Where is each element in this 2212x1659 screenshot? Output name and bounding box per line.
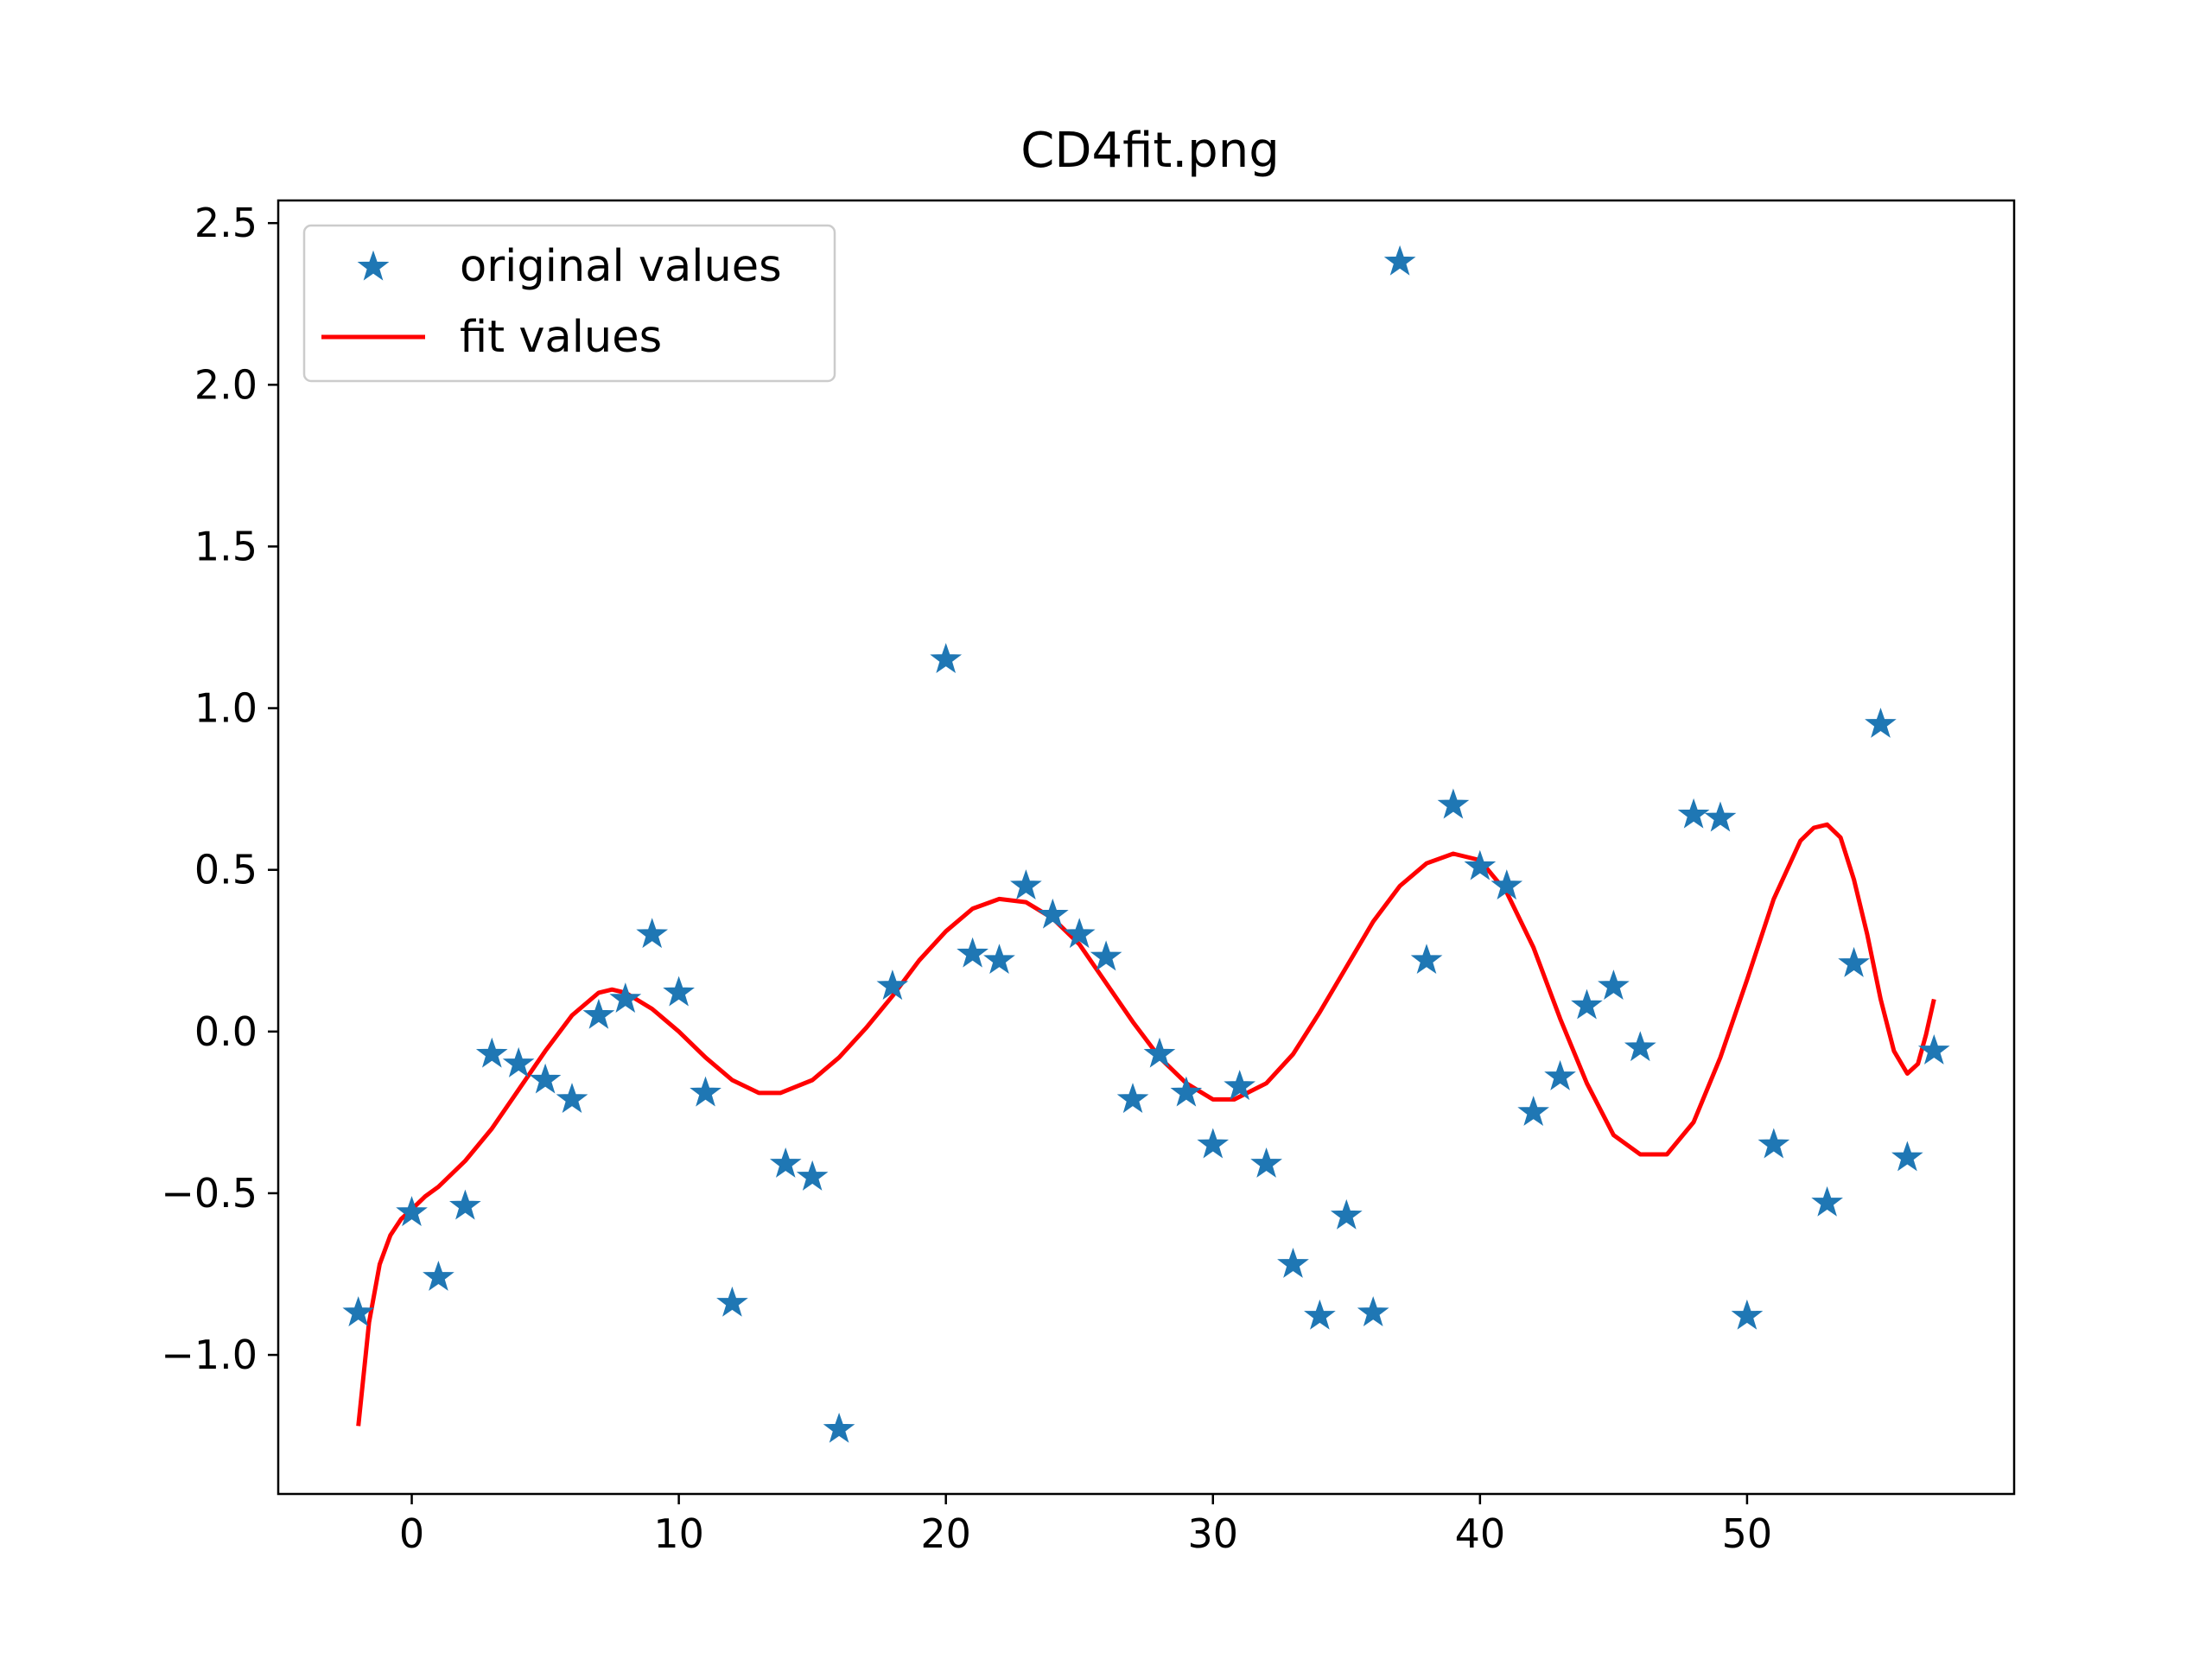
- data-point-star: [1491, 869, 1523, 900]
- data-point-star: [1090, 940, 1122, 971]
- x-tick-label: 10: [653, 1510, 704, 1557]
- data-point-star: [449, 1189, 481, 1220]
- data-point-star: [1410, 944, 1443, 975]
- data-point-star: [1277, 1248, 1309, 1278]
- data-point-star: [1811, 1185, 1843, 1217]
- data-point-star: [1010, 869, 1042, 900]
- data-point-star: [1544, 1059, 1576, 1090]
- data-point-star: [1063, 918, 1096, 949]
- data-point-star: [716, 1286, 748, 1317]
- data-point-star: [1437, 788, 1470, 819]
- data-point-star: [957, 937, 988, 968]
- data-point-star: [1037, 898, 1069, 929]
- legend-star-marker: [357, 250, 390, 281]
- data-point-star: [423, 1261, 454, 1291]
- data-point-star: [823, 1412, 855, 1443]
- data-point-star: [1143, 1037, 1176, 1068]
- data-point-star: [983, 944, 1015, 975]
- legend-box: [302, 224, 836, 383]
- data-point-star: [1464, 849, 1497, 880]
- data-point-star: [1624, 1031, 1656, 1062]
- data-point-star: [1677, 798, 1710, 829]
- data-point-star: [502, 1046, 535, 1077]
- y-tick-label: 1.5: [194, 523, 257, 569]
- x-axis: 0 10 20 30 40 50: [399, 1494, 1772, 1557]
- data-point-star: [1865, 708, 1897, 738]
- y-tick-label: 2.5: [194, 200, 257, 246]
- x-tick-label: 20: [920, 1510, 971, 1557]
- data-point-star: [876, 969, 909, 1001]
- data-point-star: [1250, 1147, 1282, 1178]
- y-tick-label: −1.0: [161, 1332, 257, 1378]
- x-tick-label: 0: [399, 1510, 424, 1557]
- data-point-star: [529, 1063, 562, 1094]
- data-point-star: [1891, 1141, 1923, 1172]
- data-point-star: [636, 918, 669, 949]
- data-point-star: [769, 1147, 802, 1178]
- data-point-star: [1704, 801, 1737, 832]
- data-point-star: [796, 1160, 829, 1191]
- legend: original values fit values: [302, 224, 836, 383]
- y-tick-label: 0.0: [194, 1008, 257, 1055]
- data-point-star: [396, 1196, 428, 1227]
- data-point-star: [1170, 1076, 1203, 1107]
- y-tick-label: 2.0: [194, 361, 257, 408]
- axes-frame: [276, 199, 2016, 1496]
- data-point-star: [1571, 988, 1603, 1020]
- data-point-star: [556, 1083, 588, 1114]
- data-point-star: [342, 1296, 375, 1327]
- data-point-star: [1917, 1034, 1950, 1065]
- data-point-star: [1357, 1296, 1389, 1327]
- data-point-star: [1838, 946, 1870, 977]
- data-point-star: [609, 982, 642, 1014]
- x-tick-label: 30: [1187, 1510, 1238, 1557]
- original-values-layer: [342, 245, 1950, 1443]
- data-point-star: [930, 643, 963, 674]
- y-tick-label: 1.0: [194, 685, 257, 732]
- data-point-star: [1383, 245, 1416, 276]
- data-point-star: [1304, 1299, 1336, 1330]
- legend-label-original-values: original values: [460, 241, 782, 292]
- data-point-star: [1197, 1128, 1230, 1159]
- data-point-star: [663, 976, 695, 1007]
- chart-title: CD4fit.png: [1020, 123, 1279, 179]
- data-point-star: [1224, 1070, 1255, 1101]
- plot-area: [342, 245, 1950, 1443]
- y-tick-label: 0.5: [194, 847, 257, 893]
- data-point-star: [1758, 1128, 1790, 1159]
- y-axis: −1.0 −0.5 0.0 0.5 1.0 1.5 2.0 2.5: [161, 200, 278, 1378]
- data-point-star: [475, 1037, 508, 1068]
- data-point-star: [690, 1076, 721, 1107]
- data-point-star: [1598, 969, 1630, 1001]
- x-tick-label: 40: [1455, 1510, 1506, 1557]
- y-tick-label: −0.5: [161, 1170, 257, 1217]
- x-tick-label: 50: [1722, 1510, 1773, 1557]
- legend-star-shape: [357, 250, 390, 281]
- data-point-star: [1116, 1083, 1149, 1114]
- legend-label-fit-values: fit values: [460, 312, 662, 363]
- data-point-star: [1731, 1299, 1764, 1330]
- data-point-star: [1517, 1096, 1549, 1126]
- data-point-star: [582, 998, 615, 1029]
- data-point-star: [1330, 1198, 1363, 1230]
